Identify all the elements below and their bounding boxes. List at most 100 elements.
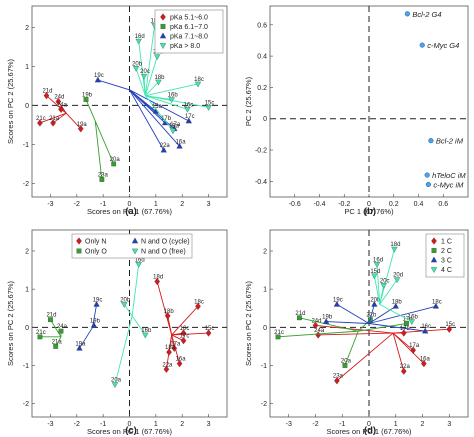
point-label: 18a <box>169 124 180 130</box>
connector-line <box>392 332 414 351</box>
connector-line <box>379 279 398 305</box>
data-point <box>432 302 440 309</box>
point-label: 22b <box>366 313 377 319</box>
panel-caption: (c) <box>125 425 137 436</box>
panel-caption: (b) <box>364 206 376 217</box>
connector-line <box>344 330 359 366</box>
y-tick-label: -0.2 <box>255 148 267 155</box>
legend-box <box>71 233 193 259</box>
data-point <box>275 334 281 340</box>
point-label: 16a <box>176 139 187 145</box>
series-2: 21d21c20a22b17d <box>274 311 412 368</box>
point-label: 19c <box>333 297 343 303</box>
data-point <box>171 344 178 352</box>
data-point <box>58 328 64 334</box>
x-axis-label: PC 1 (67.76%) <box>344 207 394 216</box>
y-tick-label: 0.2 <box>257 85 267 92</box>
point-label: 18c <box>432 299 442 305</box>
point-label: 16d <box>373 257 383 263</box>
data-point <box>419 42 425 48</box>
point-label: 20c <box>140 69 150 75</box>
legend-marker <box>431 248 437 253</box>
connector-line <box>65 112 82 130</box>
point-label: 21c <box>36 116 46 122</box>
legend: pKa 5.1~6.0 pKa 6.1~7.0 pKa 7.1~8.0 pKa > 8… <box>154 9 224 54</box>
legend-label: pKa 6.1~7.0 <box>170 24 208 31</box>
connector-line <box>392 332 405 372</box>
legend-label: Only N <box>85 239 106 246</box>
point-label: 20d <box>393 273 403 279</box>
data-point <box>76 344 83 351</box>
y-tick-label: 1 <box>263 287 267 294</box>
connector-line <box>392 332 425 364</box>
point-label: 16c <box>180 326 190 332</box>
y-tick-label: -1 <box>23 142 29 149</box>
connector-line <box>144 95 174 132</box>
legend-label: 4 C <box>441 267 452 274</box>
point-label: 17b <box>161 116 172 122</box>
y-tick-label: 1 <box>25 64 29 71</box>
data-point <box>180 329 187 337</box>
legend-marker <box>159 32 167 39</box>
data-point <box>422 327 429 334</box>
x-tick-label: 1 <box>394 421 398 428</box>
point-label: 20a <box>341 358 352 364</box>
x-tick-label: 3 <box>207 201 211 208</box>
data-point <box>37 334 43 340</box>
data-point <box>297 315 302 321</box>
data-point <box>111 382 119 388</box>
data-point <box>164 312 171 320</box>
connector-line <box>299 317 359 332</box>
point-label: 16b <box>408 315 419 321</box>
data-point <box>58 105 64 113</box>
series-4: 20b 16d 16b 20a <box>111 257 152 388</box>
x-tick-label: 0.2 <box>389 201 399 208</box>
legend-label: 2 C <box>441 248 452 255</box>
point-label: 16c <box>184 102 194 108</box>
point-label: 16b <box>168 93 179 99</box>
point-label: 16a <box>420 357 431 363</box>
point-label: 22a <box>160 143 171 149</box>
data-point <box>83 97 89 102</box>
point-label: 21d <box>42 89 52 95</box>
x-tick-label: 0.4 <box>414 201 424 208</box>
connector-line <box>156 281 173 336</box>
connector-line <box>94 120 115 165</box>
data-point <box>371 273 378 280</box>
data-point <box>184 107 191 113</box>
data-point <box>94 76 101 83</box>
point-label: 18b <box>154 75 165 81</box>
legend-label: 3 C <box>441 258 452 265</box>
y-axis-label: Scores on PC 2 (25.67%) <box>6 280 15 366</box>
panel-caption: (d) <box>364 425 376 436</box>
data-point <box>135 262 142 268</box>
point-label: 24a <box>57 324 68 330</box>
x-tick-label: -2 <box>74 201 80 208</box>
connector-line <box>135 68 146 96</box>
connector-line <box>379 248 395 305</box>
legend-label: N and O (cycle) <box>141 239 190 246</box>
point-label: 15a <box>152 104 163 110</box>
connector-line <box>368 323 426 332</box>
connector-line <box>144 56 158 96</box>
connector-line <box>85 99 96 122</box>
legend-marker <box>131 248 139 255</box>
data-point <box>37 119 43 127</box>
connector-line <box>129 89 190 122</box>
legend-marker <box>131 237 139 244</box>
x-tick-label: 1 <box>154 421 158 428</box>
legend-label: pKa 5.1~6.0 <box>170 15 208 22</box>
point-label: 19c <box>94 73 104 79</box>
legend-marker <box>160 13 166 21</box>
point-label: 22a <box>400 364 411 370</box>
data-point <box>205 105 212 111</box>
data-point <box>425 181 431 188</box>
point-label: 22a <box>162 362 173 368</box>
data-point <box>404 321 409 326</box>
x-tick-label: 1 <box>154 201 158 208</box>
chart-panel-2: -0.6 -0.4 -0.2 0 0.2 0.4 0.6 -0.4 -0.2 0 0.2 0.4 0.6… <box>244 5 469 217</box>
connector-line <box>52 112 67 124</box>
point-label: 18b <box>164 309 175 315</box>
data-point <box>205 329 212 337</box>
data-point <box>160 146 167 153</box>
